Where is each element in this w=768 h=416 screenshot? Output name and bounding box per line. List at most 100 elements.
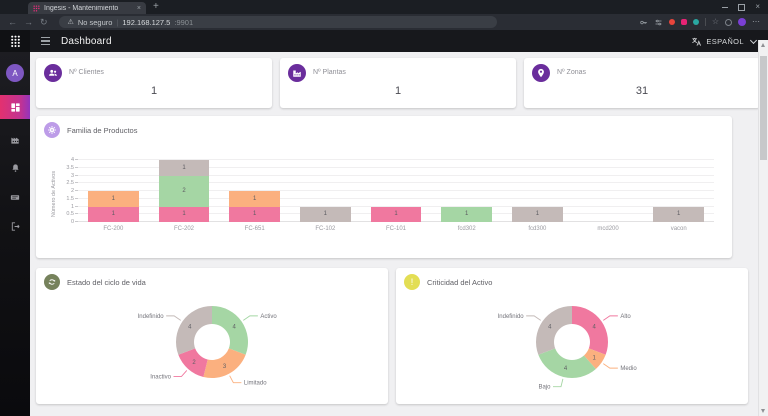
x-category-label: fcd300 [528, 226, 547, 232]
stat-card-clientes: Nº Clientes 1 [36, 58, 272, 108]
gridline [78, 182, 714, 184]
bar-segment[interactable]: 1 [87, 206, 139, 222]
extension-teal-icon[interactable] [692, 19, 699, 25]
lifecycle-icon [44, 274, 60, 290]
gridline [78, 166, 714, 168]
browser-menu-icon[interactable]: ⋯ [752, 17, 760, 26]
y-tick-mark [75, 182, 78, 184]
bar-segment[interactable]: 1 [87, 191, 139, 207]
translate-icon [692, 37, 702, 46]
forward-icon[interactable]: → [24, 16, 33, 27]
extension-red-icon[interactable] [668, 19, 675, 25]
logo-dots-icon [10, 35, 20, 48]
stat-value: 31 [635, 85, 649, 97]
donut-segment-Inactivo[interactable] [178, 348, 208, 377]
scrollbar-up-icon[interactable] [761, 43, 765, 47]
language-selector[interactable]: ESPAÑOL [691, 36, 758, 47]
tab-close-icon[interactable]: × [136, 4, 141, 12]
browser-profile-avatar[interactable] [738, 18, 746, 26]
bar-segment[interactable]: 1 [158, 160, 210, 176]
tune-settings-icon[interactable] [654, 18, 663, 27]
bar-column-vacon: 1 [643, 160, 714, 222]
donut-segment-Alto[interactable] [572, 306, 608, 355]
donut-label-Limitado: Limitado [244, 381, 267, 387]
gridline [78, 197, 714, 199]
donut-segment-value: 4 [548, 325, 552, 331]
donut-segment-value: 3 [223, 364, 227, 370]
bar-segment[interactable]: 1 [511, 206, 563, 222]
browser-tab[interactable]: Ingesis - Mantenimiento × [28, 2, 146, 14]
factory-icon [10, 137, 19, 144]
stat-label: Nº Clientes [69, 69, 104, 76]
scrollbar-thumb[interactable] [760, 56, 767, 160]
donut-label-leader [603, 363, 618, 369]
page-scrollbar[interactable] [758, 40, 768, 416]
new-tab-button[interactable]: + [153, 1, 159, 12]
x-category-label: FC-202 [174, 226, 195, 232]
sidebar-item-dashboard[interactable] [0, 95, 30, 119]
logout-icon [11, 221, 19, 231]
x-category-label: vacon [670, 226, 687, 232]
donut-segment-Medio[interactable] [583, 348, 606, 369]
donut-label-leader [243, 315, 258, 321]
donut-segment-Activo[interactable] [212, 306, 248, 355]
chevron-down-icon [749, 36, 758, 44]
maximize-icon[interactable] [738, 3, 746, 11]
bar-segment[interactable]: 2 [158, 175, 210, 207]
back-icon[interactable]: ← [8, 16, 17, 27]
user-avatar[interactable]: A [6, 64, 24, 82]
app-header: Dashboard ESPAÑOL [0, 30, 768, 52]
scrollbar-down-icon[interactable] [761, 409, 765, 413]
map-pin-icon [532, 64, 550, 82]
gear-icon [44, 122, 60, 138]
bar-segment[interactable]: 1 [653, 206, 705, 222]
language-label: ESPAÑOL [706, 36, 744, 46]
browser-tab-strip: Ingesis - Mantenimiento × + × [0, 0, 768, 14]
bar-segment[interactable]: 1 [158, 206, 210, 222]
sidebar-item-notifications[interactable] [0, 159, 30, 177]
donut-label-leader [526, 315, 541, 321]
donut-label-Bajo: Bajo [538, 385, 551, 391]
bar-column-fcd300: 1 [502, 160, 573, 222]
security-warning-icon: ⚠ [67, 19, 74, 26]
donut-label-Activo: Activo [260, 314, 277, 320]
donut-segment-Indefinido[interactable] [176, 306, 212, 355]
extension-pink-icon[interactable] [680, 19, 687, 25]
bar-segment[interactable]: 1 [441, 206, 493, 222]
criticality-title: Criticidad del Activo [427, 277, 493, 287]
donut-label-Inactivo: Inactivo [150, 374, 171, 380]
criticality-header: ! Criticidad del Activo [404, 274, 492, 290]
donut-label-leader [229, 375, 242, 384]
gridline [78, 159, 714, 160]
sidebar-item-plants[interactable] [0, 130, 30, 148]
y-tick-label: 0 [70, 219, 74, 225]
stat-card-zonas: Nº Zonas 31 [524, 58, 760, 108]
address-bar[interactable]: ⚠ No seguro | 192.168.127.5 :9901 [58, 16, 497, 28]
donut-segment-Limitado[interactable] [203, 348, 246, 378]
donut-segment-Bajo[interactable] [538, 348, 596, 378]
stat-value: 1 [150, 85, 158, 97]
donut-segment-value: 4 [593, 325, 597, 331]
sidebar-item-logout[interactable] [0, 217, 30, 235]
gridline [78, 174, 714, 176]
donut-segment-Indefinido[interactable] [536, 306, 572, 355]
sidebar-item-cmms[interactable] [0, 188, 30, 206]
url-host: 192.168.127.5 [122, 17, 171, 27]
close-window-icon[interactable]: × [755, 2, 760, 11]
app-logo[interactable] [0, 30, 30, 52]
y-tick-mark [75, 159, 78, 160]
favorites-star-icon[interactable]: ☆ [711, 17, 719, 26]
browser-essentials-icon[interactable] [725, 18, 732, 26]
bar-segment[interactable]: 1 [229, 191, 281, 207]
reload-icon[interactable]: ↻ [40, 16, 48, 27]
menu-toggle-icon[interactable] [41, 37, 50, 45]
x-category-label: FC-101 [386, 226, 407, 232]
factory-icon [288, 64, 306, 82]
bar-segment[interactable]: 1 [299, 206, 351, 222]
password-key-icon[interactable] [639, 18, 648, 27]
security-warning-text: No seguro [77, 17, 113, 27]
bar-segment[interactable]: 1 [370, 206, 422, 222]
minimize-icon[interactable] [722, 6, 729, 8]
bar-segment[interactable]: 1 [229, 206, 281, 222]
bar-column-mcd200 [573, 160, 644, 222]
